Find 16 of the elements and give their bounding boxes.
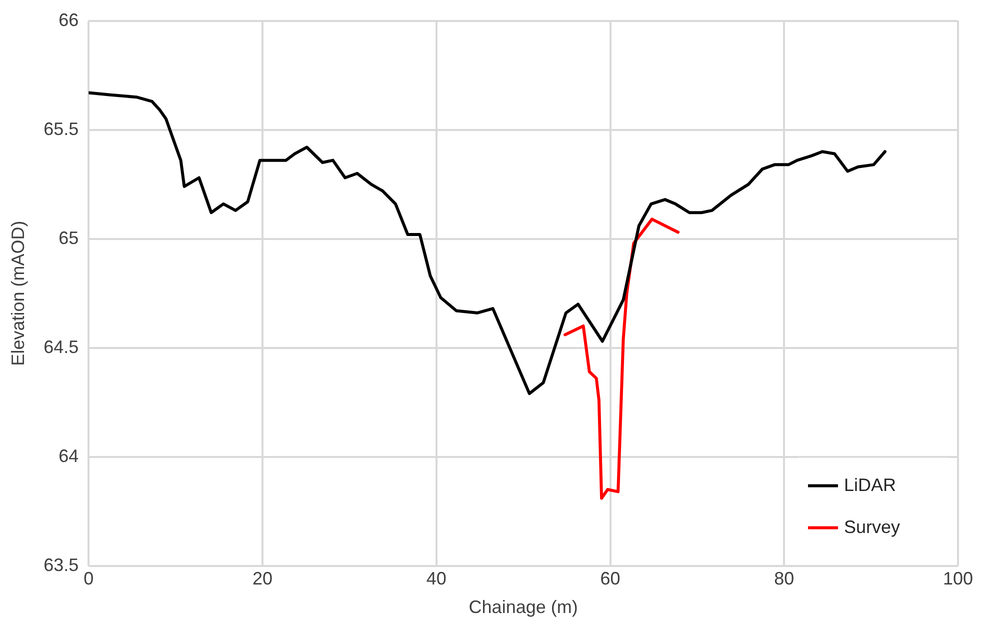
x-tick-label: 100	[942, 568, 974, 589]
x-tick-label: 20	[252, 568, 273, 589]
x-axis-title: Chainage (m)	[468, 597, 578, 618]
x-tick-label: 80	[774, 568, 794, 589]
y-tick-label: 66	[58, 10, 79, 30]
legend-label: LiDAR	[844, 474, 896, 495]
y-tick-label: 65	[58, 228, 79, 248]
y-tick-label: 64	[58, 446, 79, 466]
x-tick-label: 40	[426, 568, 446, 589]
y-tick-label: 63.5	[44, 554, 79, 575]
y-tick-label: 65.5	[44, 118, 79, 139]
legend-label: Survey	[844, 516, 900, 537]
x-tick-label: 60	[600, 568, 620, 589]
y-tick-label: 64.5	[44, 336, 79, 357]
x-tick-label: 0	[84, 568, 94, 589]
y-axis-title: Elevation (mAOD)	[8, 220, 28, 366]
